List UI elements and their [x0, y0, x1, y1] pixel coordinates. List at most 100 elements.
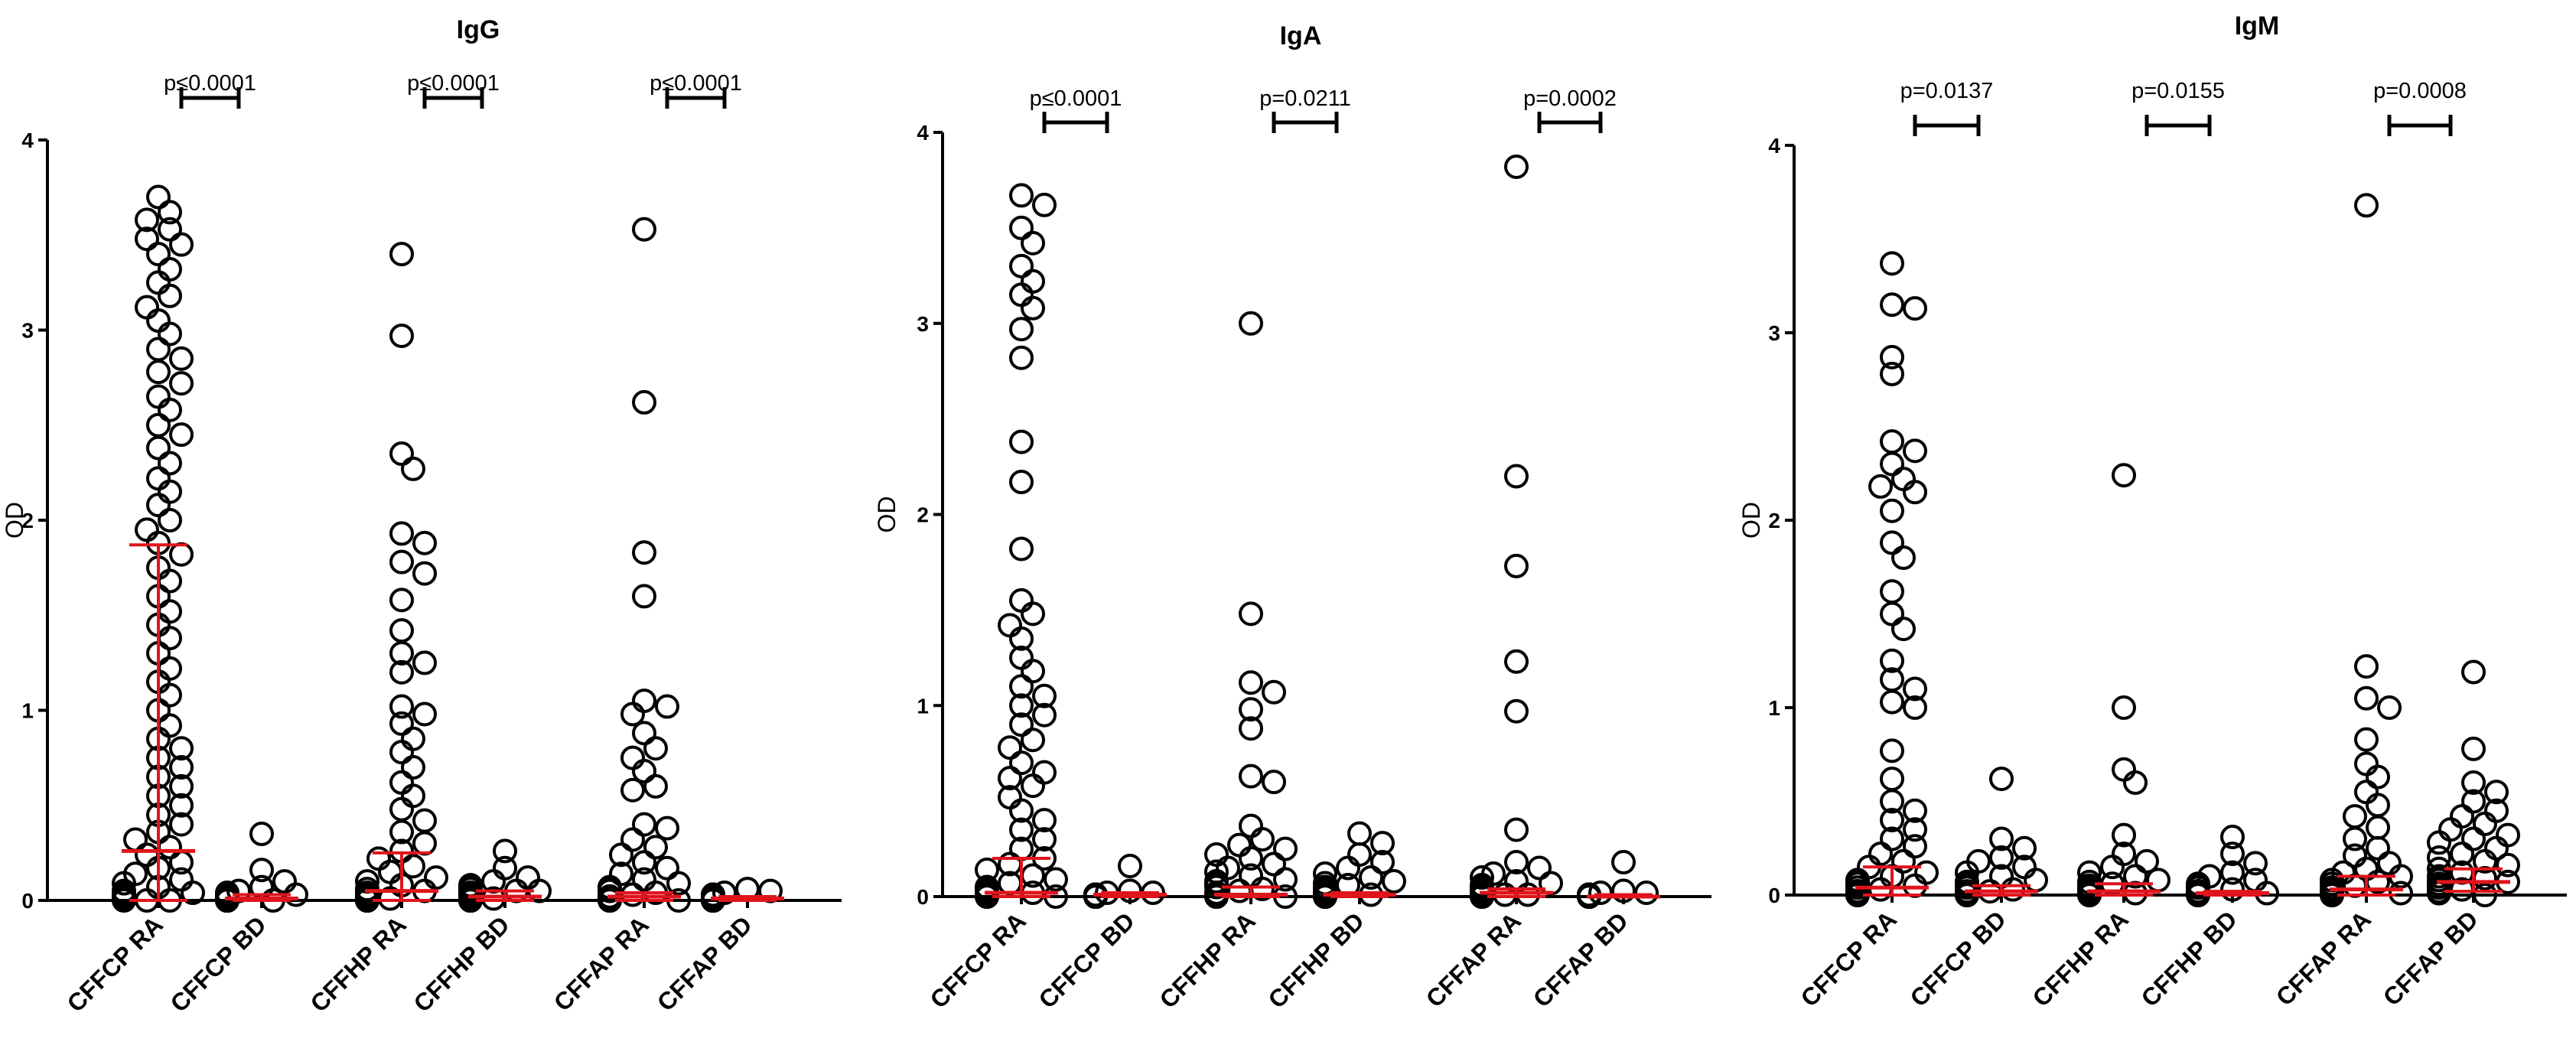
- data-point: [2473, 811, 2497, 836]
- data-point: [632, 584, 656, 609]
- data-point: [135, 226, 159, 252]
- data-point: [1273, 867, 1298, 892]
- data-point: [632, 721, 656, 746]
- data-point: [1989, 845, 2014, 870]
- panel-title: IgA: [1280, 21, 1322, 50]
- data-point: [1239, 813, 1263, 838]
- x-tick-label: CFFAP RA: [2271, 905, 2376, 1011]
- data-point: [1227, 832, 1252, 858]
- data-point: [1504, 464, 1529, 489]
- y-tick-label: 2: [1768, 509, 1780, 532]
- data-point: [135, 207, 159, 233]
- data-point: [169, 773, 194, 799]
- significance-bracket: p≤0.0001: [650, 71, 742, 109]
- data-point: [1009, 588, 1034, 613]
- data-point: [1262, 851, 1286, 877]
- data-point: [158, 713, 182, 738]
- data-point: [1989, 826, 2014, 851]
- data-point: [1880, 498, 1904, 523]
- data-point: [401, 456, 425, 481]
- y-axis-label: OD: [1737, 502, 1765, 539]
- data-point: [632, 216, 656, 242]
- data-point: [249, 822, 274, 847]
- significance-bracket: p≤0.0001: [1030, 86, 1122, 133]
- data-point: [1239, 846, 1263, 871]
- data-point: [169, 736, 194, 761]
- data-point: [1347, 821, 1372, 846]
- data-point: [2343, 804, 2367, 829]
- data-point: [389, 711, 414, 736]
- data-point: [655, 815, 679, 841]
- data-point: [1021, 773, 1045, 799]
- data-point: [1880, 429, 1904, 454]
- data-point: [169, 755, 194, 780]
- data-point: [2461, 736, 2486, 761]
- data-point: [1009, 253, 1034, 278]
- data-point: [1009, 183, 1034, 208]
- data-point: [1611, 850, 1636, 875]
- y-tick-label: 2: [21, 509, 34, 532]
- y-axis-label: OD: [873, 496, 900, 533]
- p-value-label: p=0.0008: [2373, 79, 2467, 103]
- data-point: [1868, 842, 1893, 867]
- data-point: [169, 371, 194, 396]
- data-point: [389, 549, 414, 575]
- data-point: [1903, 817, 1927, 842]
- data-point: [609, 842, 633, 868]
- data-point: [2012, 835, 2037, 861]
- data-point: [1009, 215, 1034, 240]
- x-tick-label: CFFAP RA: [1421, 907, 1526, 1012]
- data-point: [1347, 842, 1372, 868]
- data-point: [643, 835, 668, 860]
- data-point: [2112, 757, 2136, 782]
- series-cffhp-ra: CFFHP RA: [2027, 463, 2171, 1012]
- data-point: [493, 838, 517, 864]
- data-point: [2343, 826, 2367, 851]
- data-point: [1009, 429, 1034, 454]
- data-point: [1880, 808, 1904, 832]
- significance-bracket: p≤0.0001: [407, 71, 500, 109]
- x-tick-label: CFFCP BD: [1905, 905, 2011, 1011]
- x-tick-label: CFFAP BD: [1528, 907, 1633, 1012]
- y-tick-label: 4: [917, 121, 929, 145]
- data-point: [2377, 695, 2402, 720]
- data-point: [1032, 827, 1057, 852]
- data-point: [389, 740, 414, 765]
- data-point: [169, 812, 194, 837]
- data-point: [1504, 698, 1529, 724]
- data-point: [1118, 878, 1142, 903]
- data-point: [1880, 648, 1904, 673]
- series-cffcp-ra: CFFCP RA: [1796, 251, 1939, 1012]
- data-point: [1032, 192, 1057, 217]
- data-point: [146, 412, 171, 438]
- data-point: [1262, 679, 1286, 705]
- data-point: [1382, 869, 1406, 894]
- data-point: [998, 766, 1022, 791]
- data-point: [2473, 883, 2497, 907]
- panel-iga: IgA OD 0 1 2 3 4 CFFCP RA CFFCP BD CFFHP RA CFFHP …: [873, 21, 1711, 1014]
- data-point: [389, 796, 414, 822]
- data-point: [158, 626, 182, 651]
- data-point: [1903, 296, 1927, 321]
- data-point: [2220, 825, 2245, 850]
- data-point: [1239, 763, 1263, 789]
- data-point: [1880, 738, 1904, 763]
- data-point: [2024, 868, 2048, 893]
- data-point: [1021, 728, 1045, 753]
- x-tick-label: CFFCP RA: [925, 907, 1031, 1013]
- data-point: [1868, 474, 1893, 499]
- series-cffap-ra: CFFAP RA: [2271, 193, 2413, 1011]
- significance-bracket: p=0.0137: [1900, 79, 1993, 136]
- data-point: [1032, 760, 1057, 785]
- panel-title: IgM: [2235, 11, 2280, 41]
- data-point: [1903, 480, 1927, 505]
- data-point: [1009, 750, 1034, 776]
- data-point: [389, 640, 414, 666]
- data-point: [146, 493, 171, 518]
- data-point: [1634, 881, 1659, 906]
- data-point: [2343, 873, 2367, 898]
- data-point: [620, 745, 645, 770]
- data-point: [1009, 693, 1034, 718]
- data-point: [2450, 804, 2474, 829]
- data-point: [1227, 878, 1252, 903]
